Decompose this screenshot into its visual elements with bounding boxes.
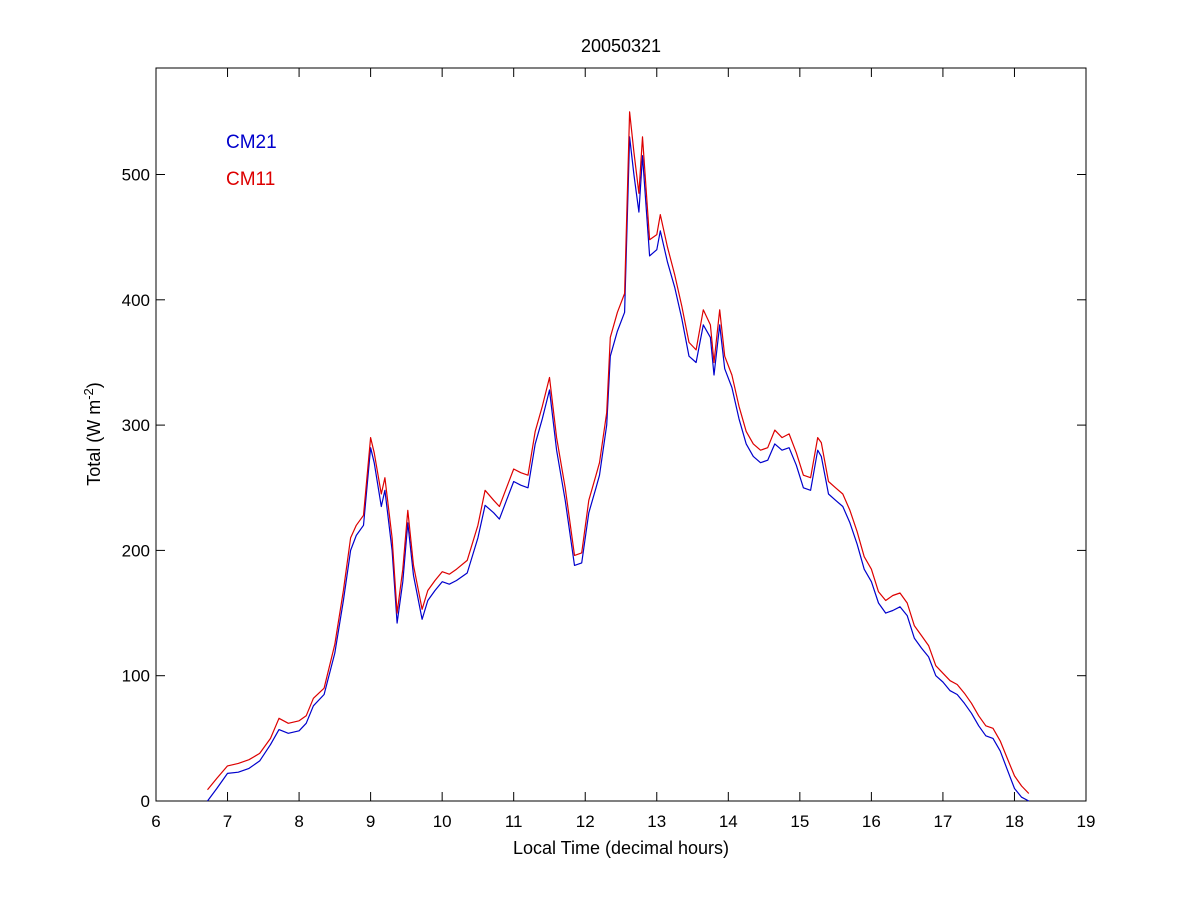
plot-area	[155, 67, 1087, 802]
x-tick-label: 14	[719, 812, 738, 831]
y-tick-label: 100	[122, 667, 150, 686]
x-tick-label: 8	[294, 812, 303, 831]
x-tick-label: 15	[790, 812, 809, 831]
x-tick-label: 6	[151, 812, 160, 831]
y-axis-label-main: Total (W m	[84, 400, 104, 486]
x-axis-label: Local Time (decimal hours)	[513, 838, 729, 858]
series-layer	[207, 111, 1030, 802]
chart-title: 20050321	[581, 36, 661, 56]
x-tick-label: 13	[647, 812, 666, 831]
x-axis-ticks: 6 7 8 9 10 11 12 13 14 15 16 17 18 19	[151, 68, 1095, 831]
x-tick-label: 11	[505, 812, 523, 831]
series-line-cm21	[207, 136, 1030, 802]
x-tick-label: 17	[933, 812, 952, 831]
series-line-cm11	[207, 111, 1030, 794]
legend-entry-cm21: CM21	[226, 132, 277, 153]
y-tick-label: 300	[122, 416, 150, 435]
y-tick-label: 500	[122, 166, 150, 185]
y-axis-label-superscript: -2	[81, 388, 96, 400]
y-tick-label: 400	[122, 291, 150, 310]
y-axis-ticks: 0 100 200 300 400 500	[122, 166, 1086, 811]
x-tick-label: 19	[1077, 812, 1096, 831]
x-tick-label: 10	[433, 812, 452, 831]
legend-entry-cm11: CM11	[226, 169, 275, 190]
x-tick-label: 7	[223, 812, 232, 831]
x-tick-label: 12	[576, 812, 595, 831]
y-tick-label: 0	[141, 792, 150, 811]
x-tick-label: 9	[366, 812, 375, 831]
y-axis-label-close: )	[84, 382, 104, 388]
x-tick-label: 16	[862, 812, 881, 831]
y-axis-label: Total (W m-2)	[81, 382, 104, 486]
y-tick-label: 200	[122, 541, 150, 560]
x-tick-label: 18	[1005, 812, 1024, 831]
